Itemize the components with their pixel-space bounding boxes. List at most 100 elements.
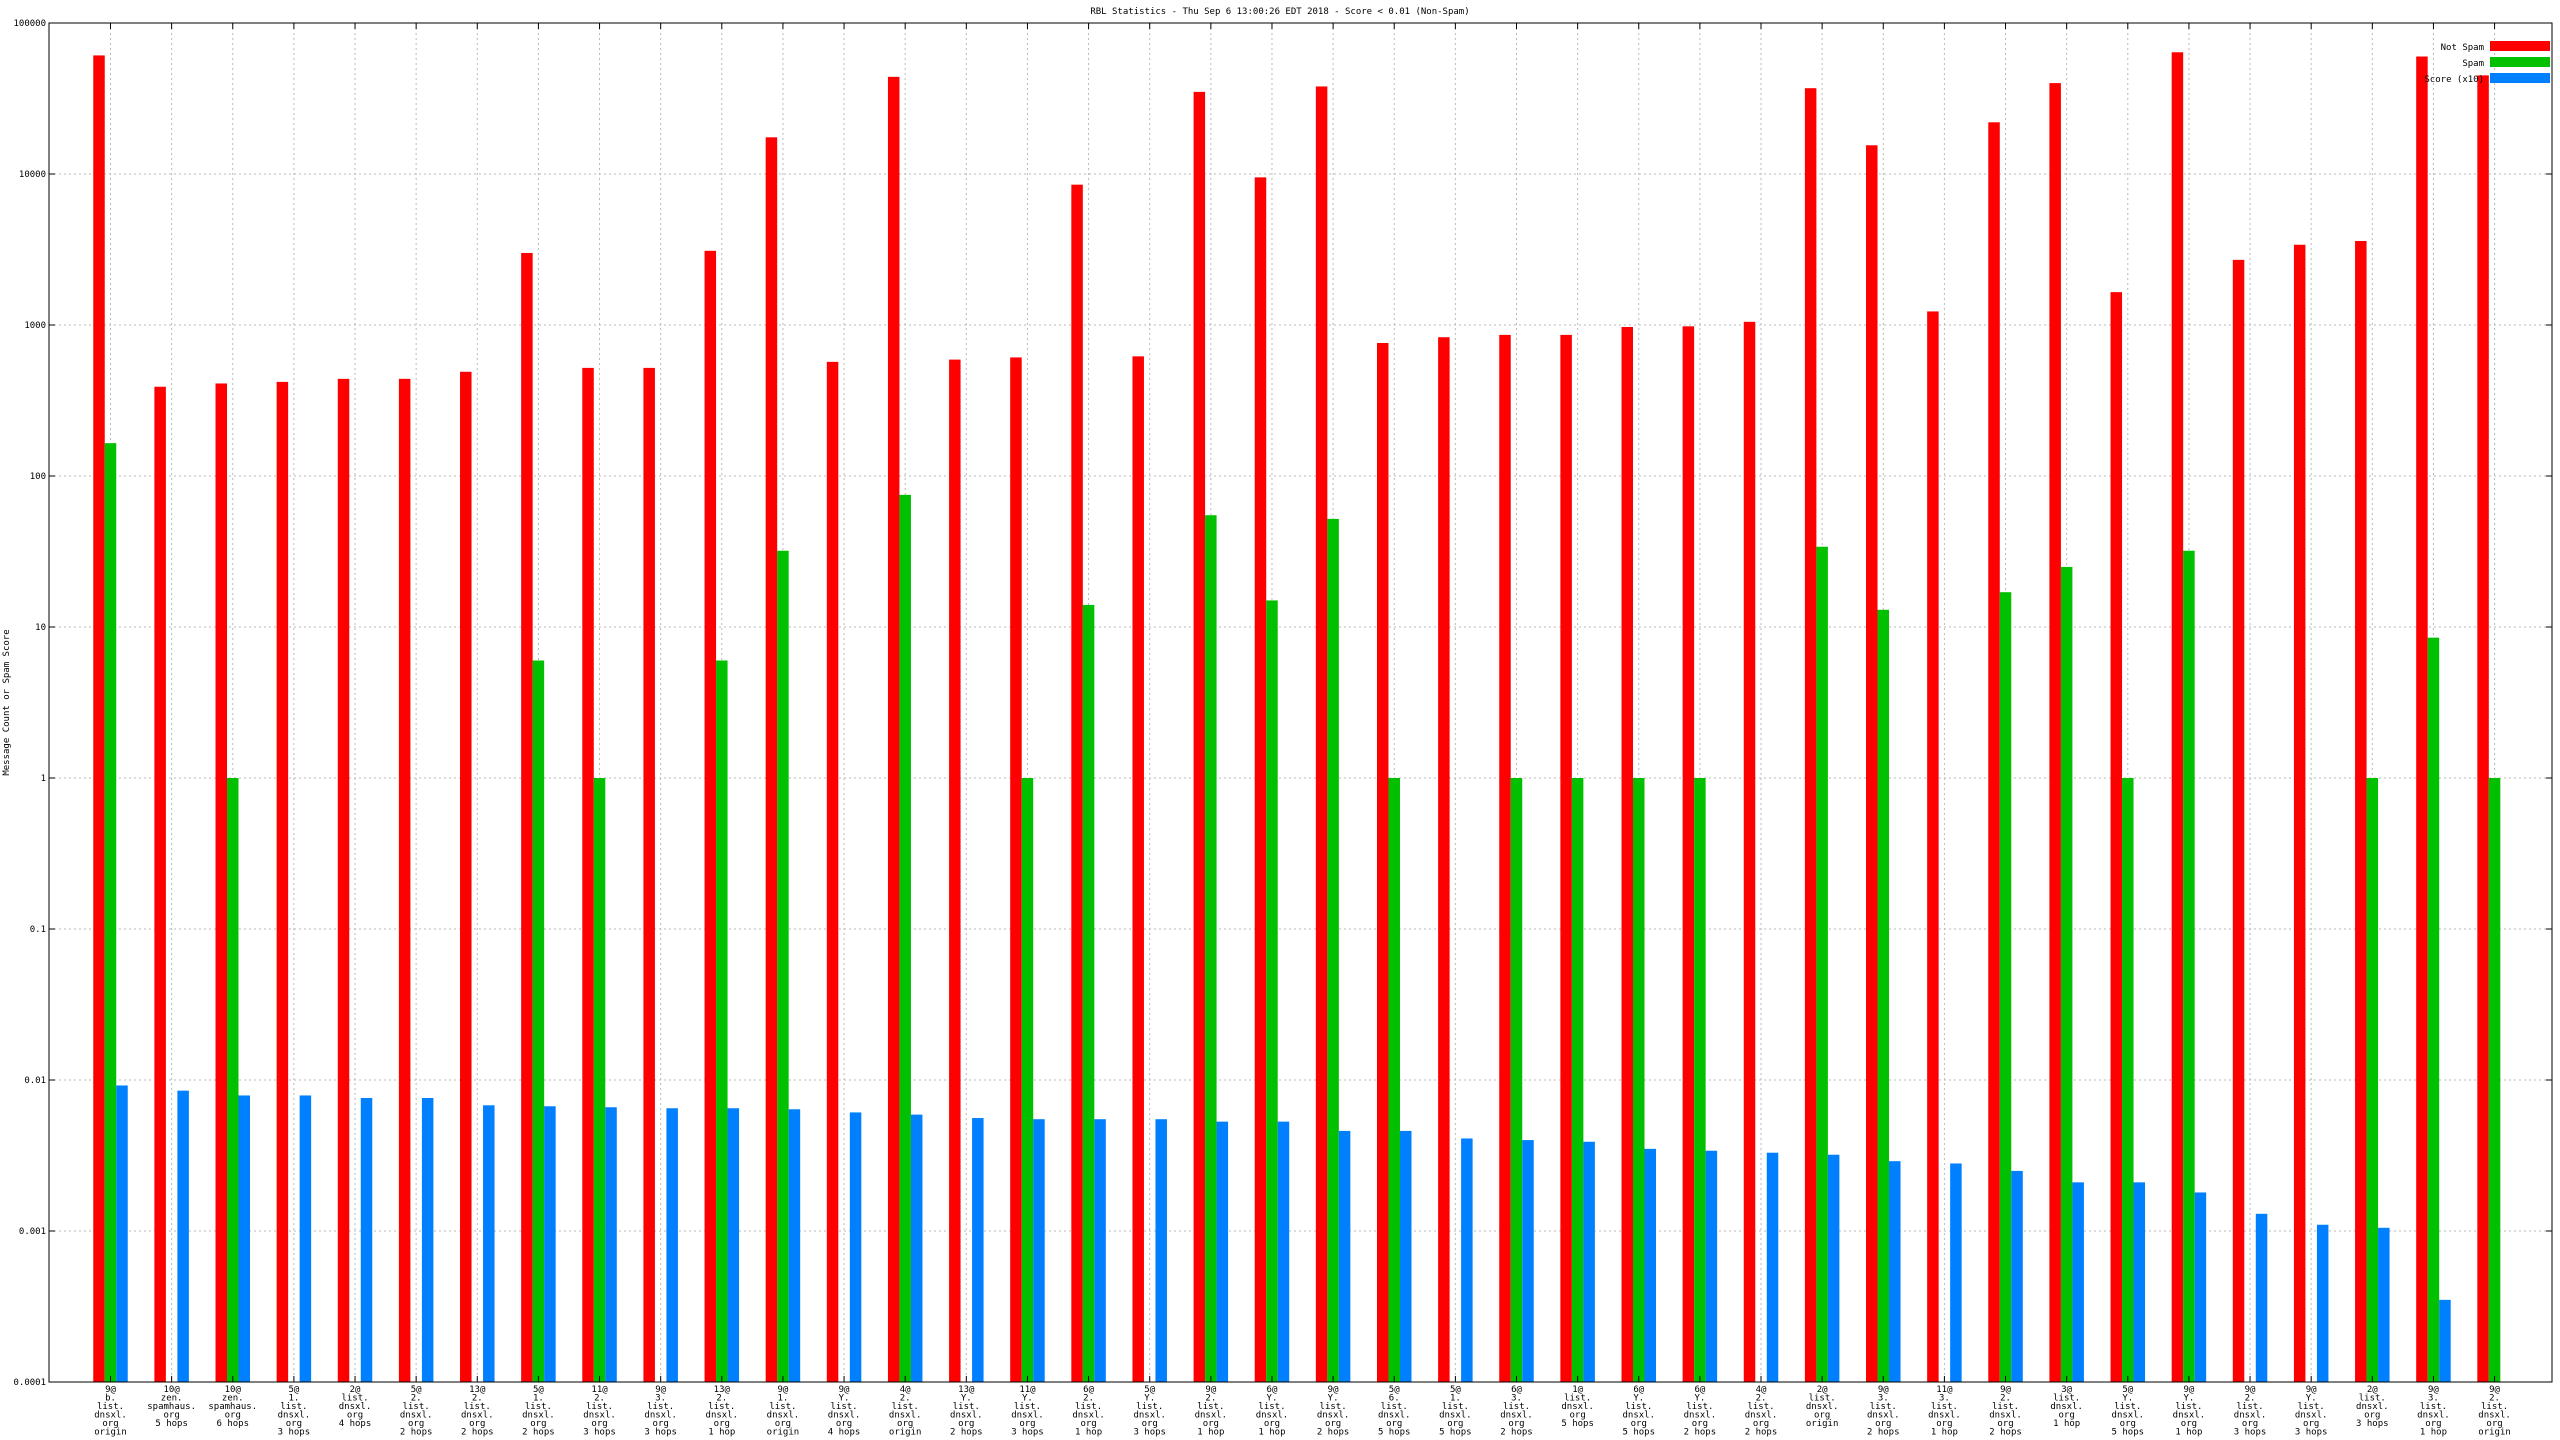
x-tick-label: list. [464,1402,491,1412]
x-tick-label: 3 hops [2295,1428,2328,1438]
bar-not-spam [1010,357,1022,1383]
x-tick-label: list. [1564,1394,1591,1404]
bar-score-x10 [666,1108,678,1382]
x-tick-label: 1 hop [1075,1428,1102,1438]
x-tick-label: 9@ [2428,1385,2439,1395]
x-tick-label: org [2181,1419,2197,1429]
x-tick-label: 3. [2428,1394,2439,1404]
x-tick-label: 1 hop [1197,1428,1224,1438]
x-tick-label: 5@ [1144,1385,1155,1395]
x-tick-label: 2 hops [1745,1428,1778,1438]
x-tick-label: 9@ [1328,1385,1339,1395]
x-tick-label: 4 hops [339,1419,372,1429]
x-tick-label: org [2486,1419,2502,1429]
x-tick-label: 2. [2489,1394,2500,1404]
bar-spam [532,660,545,1382]
bar-spam [1694,778,1706,1382]
x-tick-label: list. [1014,1402,1041,1412]
bar-score-x10 [1583,1141,1595,1382]
x-tick-label: 2 hops [1989,1428,2022,1438]
y-tick-label: 10 [35,623,46,633]
x-tick-label: 5@ [1450,1385,1461,1395]
x-tick-label: list. [1686,1402,1713,1412]
bar-not-spam [1376,342,1389,1382]
bar-score-x10 [1461,1138,1473,1382]
x-tick-label: list. [1870,1402,1897,1412]
x-tick-label: dnsxl. [1256,1411,1289,1421]
bar-spam [1205,515,1217,1382]
x-tick-label: dnsxl. [1745,1411,1778,1421]
x-tick-label: 2. [1756,1394,1767,1404]
x-tick-label: dnsxl. [644,1411,677,1421]
bar-score-x10 [177,1090,189,1382]
x-tick-label: 2 hops [522,1428,555,1438]
x-tick-label: list. [1258,1402,1285,1412]
x-tick-label: 5@ [411,1385,422,1395]
bar-score-x10 [605,1107,617,1382]
x-tick-label: Y. [2183,1394,2194,1404]
x-tick-label: 2. [1205,1394,1216,1404]
x-tick-label: list. [97,1402,124,1412]
x-tick-label: dnsxl. [400,1411,433,1421]
bar-score-x10 [1889,1161,1901,1382]
plot-frame [48,22,2553,1383]
x-tick-label: org [1569,1411,1585,1421]
x-tick-label: list. [2114,1402,2141,1412]
x-tick-label: 1@ [1572,1385,1583,1395]
bar-spam [716,660,728,1382]
x-tick-label: org [2120,1419,2136,1429]
bar-spam [1510,778,1523,1382]
bar-not-spam [704,250,717,1382]
x-tick-label: 2@ [2367,1385,2378,1395]
x-tick-label: dnsxl. [1011,1411,1044,1421]
bar-not-spam [2355,240,2367,1383]
bar-not-spam [2171,52,2184,1382]
x-tick-label: list. [831,1402,858,1412]
x-tick-label: org [2425,1419,2441,1429]
bar-score-x10 [116,1085,128,1382]
x-tick-label: org [1814,1411,1830,1421]
x-tick-label: Y. [1022,1394,1033,1404]
bar-spam [1082,604,1095,1382]
y-tick-label: 0.1 [30,925,46,935]
x-tick-label: list. [2175,1402,2202,1412]
bar-not-spam [1988,122,2000,1382]
x-tick-label: origin [2478,1428,2511,1438]
legend-swatch [2490,57,2550,67]
x-tick-label: 2. [1083,1394,1094,1404]
x-tick-label: org [1203,1419,1219,1429]
x-tick-label: 3. [1939,1394,1950,1404]
x-tick-label: org [1325,1419,1341,1429]
bar-not-spam [521,252,533,1382]
bar-score-x10 [1950,1163,1962,1382]
bar-not-spam [337,378,350,1383]
bar-spam [2366,778,2379,1382]
x-tick-label: org [469,1419,485,1429]
x-tick-label: dnsxl. [1072,1411,1105,1421]
x-tick-label: Y. [1694,1394,1705,1404]
x-tick-label: org [1753,1419,1769,1429]
x-tick-label: org [1264,1419,1280,1429]
x-tick-label: 11@ [591,1385,608,1395]
x-tick-label: org [775,1419,791,1429]
y-tick-label: 1000 [24,321,46,331]
x-tick-label: org [1508,1419,1524,1429]
x-tick-label: org [530,1419,546,1429]
x-tick-label: list. [525,1402,552,1412]
x-tick-label: dnsxl. [706,1411,739,1421]
x-tick-label: dnsxl. [2112,1411,2145,1421]
y-tick-label: 0.01 [24,1076,46,1086]
x-tick-label: zen. [222,1394,244,1404]
x-tick-label: dnsxl. [2478,1411,2511,1421]
x-tick-label: 9@ [655,1385,666,1395]
x-tick-label: origin [767,1428,800,1438]
x-tick-label: 3 hops [1133,1428,1166,1438]
x-tick-label: 3. [1511,1394,1522,1404]
x-tick-label: 13@ [958,1385,975,1395]
bar-spam [1877,609,1890,1382]
x-tick-label: dnsxl. [2417,1411,2450,1421]
chart-title: RBL Statistics - Thu Sep 6 13:00:26 EDT … [1090,7,1469,17]
x-tick-label: 4 hops [828,1428,861,1438]
x-tick-label: 9@ [1878,1385,1889,1395]
y-tick-label: 0.001 [19,1227,46,1237]
